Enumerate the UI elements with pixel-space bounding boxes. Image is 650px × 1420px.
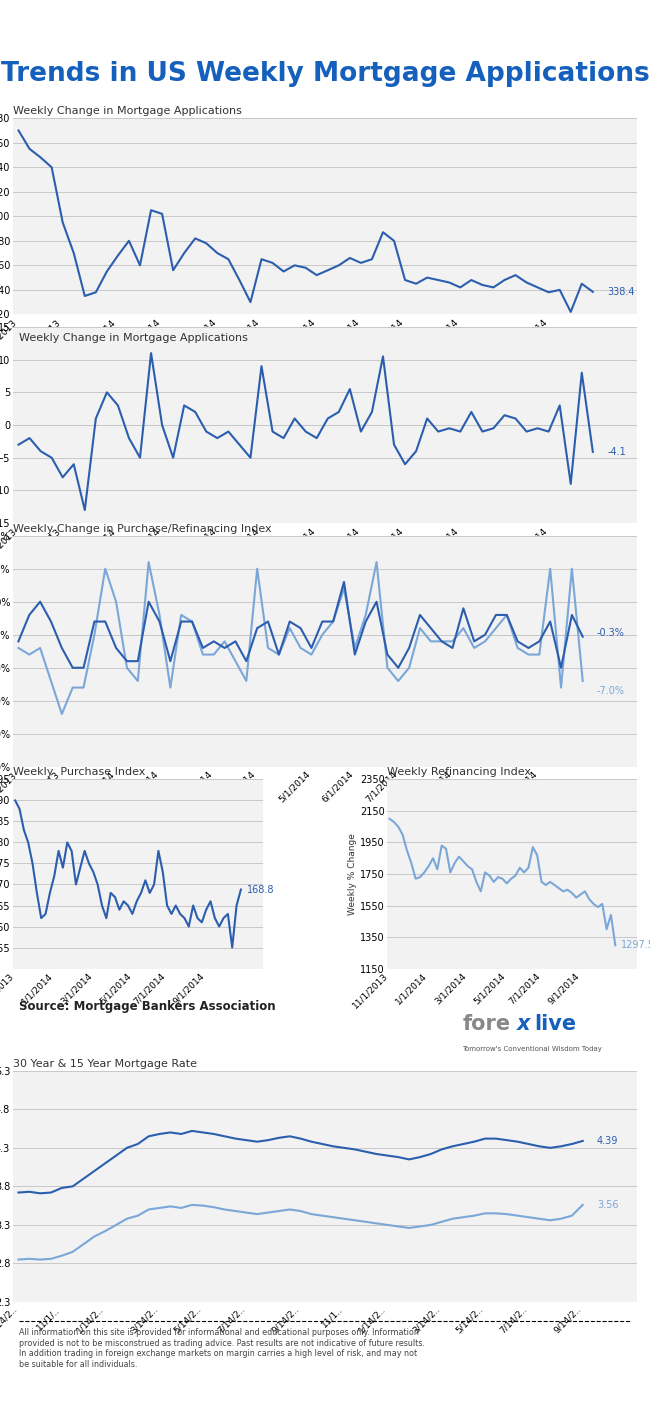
- Text: x: x: [517, 1014, 530, 1034]
- Text: All information on this site is provided for informational and educational purpo: All information on this site is provided…: [20, 1329, 425, 1369]
- Text: 4.39: 4.39: [597, 1136, 618, 1146]
- Text: Tomorrow's Conventional Wisdom Today: Tomorrow's Conventional Wisdom Today: [462, 1047, 602, 1052]
- Text: Trends in US Weekly Mortgage Applications: Trends in US Weekly Mortgage Application…: [1, 61, 649, 87]
- Text: 30 Year & 15 Year Mortgage Rate: 30 Year & 15 Year Mortgage Rate: [13, 1059, 197, 1069]
- Text: Weekly Refinancing Index: Weekly Refinancing Index: [387, 767, 532, 777]
- Text: Source: Mortgage Bankers Association: Source: Mortgage Bankers Association: [20, 1001, 276, 1014]
- Text: fore: fore: [462, 1014, 510, 1034]
- Text: Weekly  Purchase Index: Weekly Purchase Index: [13, 767, 146, 777]
- Text: -0.3%: -0.3%: [597, 629, 625, 639]
- Text: Weekly Change in Purchase/Refinancing Index: Weekly Change in Purchase/Refinancing In…: [13, 524, 272, 534]
- Text: 3.56: 3.56: [597, 1200, 618, 1210]
- Text: Weekly Change in Mortgage Applications: Weekly Change in Mortgage Applications: [20, 332, 248, 342]
- Text: Weekly Change in Mortgage Applications: Weekly Change in Mortgage Applications: [13, 106, 242, 116]
- Y-axis label: Weekly % Change: Weekly % Change: [348, 834, 357, 914]
- Text: -7.0%: -7.0%: [597, 686, 625, 696]
- Text: 1297.5: 1297.5: [621, 940, 650, 950]
- Text: 168.8: 168.8: [246, 885, 274, 895]
- Text: -4.1: -4.1: [607, 447, 626, 457]
- Text: live: live: [534, 1014, 576, 1034]
- Text: 338.4: 338.4: [607, 287, 634, 297]
